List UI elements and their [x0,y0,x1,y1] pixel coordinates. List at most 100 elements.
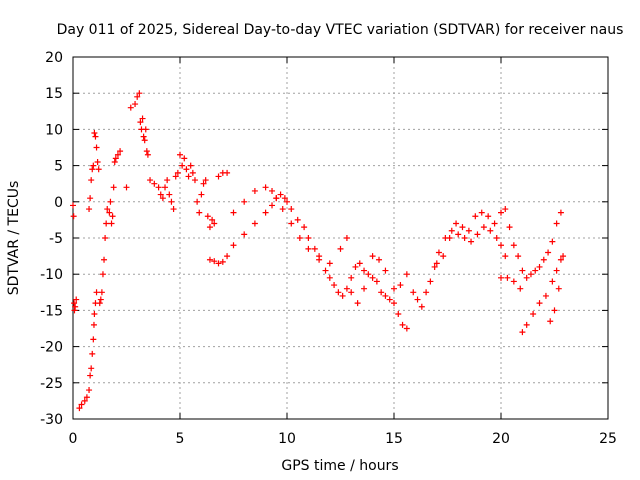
data-point [93,144,100,151]
data-point [305,245,312,252]
data-point [211,258,218,265]
data-point [369,253,376,260]
y-tick-label: 20 [45,50,63,66]
data-point [553,220,560,227]
y-tick-label: 5 [54,159,63,175]
data-point [427,278,434,285]
data-point [455,231,462,238]
data-point [230,242,237,249]
data-point [141,137,148,144]
data-point [166,191,173,198]
data-point [70,202,76,209]
data-point [136,90,143,97]
data-point [111,158,118,165]
data-point [326,260,333,267]
data-point [102,235,109,241]
data-point [382,267,389,274]
data-point [103,220,110,227]
data-point [322,267,329,274]
data-point [414,296,421,303]
data-point [144,151,151,158]
data-point [93,289,100,296]
data-point [386,296,393,303]
data-point [502,253,509,260]
data-point [515,253,522,260]
data-point [83,394,90,401]
data-point [76,405,83,412]
data-point [211,220,218,227]
data-point [174,169,181,176]
data-point [112,155,119,162]
data-point [143,148,150,155]
x-tick-label: 10 [278,431,296,447]
data-point [191,177,198,184]
data-point [461,235,468,241]
data-point [498,209,504,216]
data-point [506,224,513,231]
data-point [397,282,404,289]
y-tick-labels: -30 -25 -20 -15 -10 -5 0 5 10 15 20 [40,50,63,428]
data-point [446,235,453,241]
data-point [391,300,397,307]
data-point [316,253,323,260]
data-point [168,198,175,205]
data-point [532,267,539,274]
x-tick-label: 15 [385,431,403,447]
data-point [369,274,376,281]
data-point [241,231,248,238]
y-tick-label: -30 [40,412,63,428]
data-point [498,274,504,281]
data-point [71,307,78,314]
x-tick-label: 20 [492,431,510,447]
data-point [177,151,183,158]
data-point [365,271,372,278]
y-tick-label: -10 [40,267,63,283]
data-point [114,151,121,158]
data-point [88,177,95,184]
data-point [478,209,485,216]
data-point [198,191,205,198]
data-point [206,224,213,231]
data-point [431,263,438,270]
data-point [354,300,361,307]
data-point [536,300,543,307]
x-tick-label: 0 [69,431,78,447]
data-point [560,253,567,260]
data-point [311,245,318,252]
data-point [215,173,222,180]
data-point [86,387,93,394]
data-point [523,321,530,328]
data-point [418,303,425,310]
data-point [399,321,406,328]
data-point [465,227,472,234]
data-point [296,235,303,241]
x-axis-label: GPS time / hours [281,458,398,474]
data-point [301,224,308,231]
data-point [206,256,213,263]
data-point [281,195,288,202]
data-point [527,271,534,278]
data-point [493,235,500,241]
data-point [251,220,258,227]
data-point [110,184,117,191]
data-point [132,101,139,108]
data-point [352,263,359,270]
data-point [94,158,101,165]
data-point [137,119,144,126]
data-point [179,162,186,169]
data-point [117,148,124,155]
data-point [474,231,481,238]
data-point [90,336,97,343]
data-point [435,249,442,256]
data-point [170,206,177,213]
data-point [502,206,509,213]
data-point [89,166,96,173]
data-point [348,274,355,281]
data-point [361,267,368,274]
data-point [403,271,410,278]
data-point [241,198,248,205]
data-point [155,184,162,191]
data-point [459,224,466,231]
y-tick-label: -5 [49,231,63,247]
data-point [498,242,504,249]
